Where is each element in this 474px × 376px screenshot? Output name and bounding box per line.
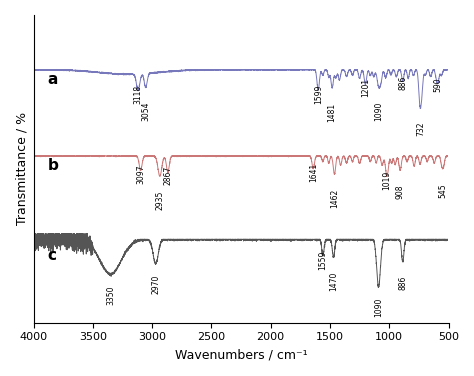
Text: 1481: 1481 [328,103,337,122]
Text: a: a [48,72,58,87]
Text: 3097: 3097 [136,165,145,184]
Text: 1559: 1559 [319,250,328,270]
Text: 732: 732 [417,121,426,136]
Text: b: b [48,159,59,173]
Text: 3118: 3118 [134,85,143,104]
Text: 1462: 1462 [330,189,339,208]
Y-axis label: Transmittance / %: Transmittance / % [15,112,28,226]
Text: 1201: 1201 [361,78,370,97]
Text: 1641: 1641 [309,163,318,182]
Text: 908: 908 [396,185,405,199]
Text: 545: 545 [438,183,447,198]
Text: 1019: 1019 [383,171,392,190]
Text: 886: 886 [398,276,407,290]
Text: 590: 590 [433,77,442,92]
Text: 1090: 1090 [374,102,383,121]
Text: c: c [48,248,57,263]
Text: 2935: 2935 [155,190,164,210]
Text: 886: 886 [398,76,407,90]
Text: 3350: 3350 [106,285,115,305]
Text: 1090: 1090 [374,298,383,317]
Text: 1599: 1599 [314,84,323,104]
X-axis label: Wavenumbers / cm⁻¹: Wavenumbers / cm⁻¹ [175,348,307,361]
Text: 2867: 2867 [164,166,173,185]
Text: 1470: 1470 [329,271,338,291]
Text: 3054: 3054 [141,102,150,121]
Text: 2970: 2970 [151,274,160,294]
